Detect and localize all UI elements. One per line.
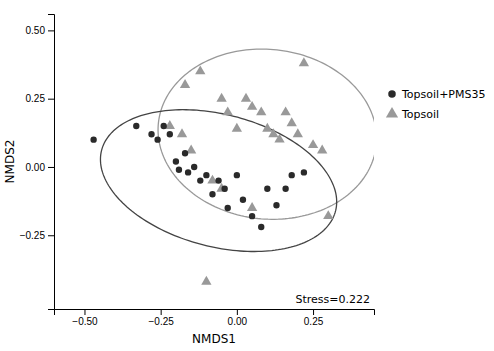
point (195, 65, 205, 74)
legend-label: Topsoil+PMS35 (401, 88, 485, 101)
tick-mark (84, 309, 85, 315)
point (323, 210, 333, 219)
point (249, 213, 255, 219)
tick-mark (313, 309, 314, 315)
point (232, 123, 242, 132)
point (282, 186, 288, 192)
point (268, 128, 278, 137)
tick-label: 0.00 (228, 316, 248, 327)
legend-item: Topsoil (386, 107, 439, 121)
tick: −0.25 (20, 230, 54, 241)
point (173, 158, 179, 164)
legend-label: Topsoil (401, 108, 439, 121)
tick-mark (48, 30, 54, 31)
tick: −0.50 (72, 309, 98, 327)
point (90, 136, 96, 142)
point (221, 186, 227, 192)
point (293, 128, 303, 137)
point (289, 172, 295, 178)
point (223, 106, 233, 115)
annotation: Stress=0.222 (295, 293, 370, 306)
tick-label: −0.25 (149, 316, 175, 327)
plot-area (90, 49, 374, 285)
point (167, 131, 173, 137)
y-axis-title: NMDS2 (3, 140, 17, 184)
point (299, 57, 309, 66)
tick: 0.25 (26, 93, 54, 104)
point (317, 145, 327, 154)
axis-line (48, 15, 55, 310)
point (154, 136, 160, 142)
tick-label: −0.25 (20, 230, 46, 241)
x-axis-title: NMDS1 (192, 332, 236, 346)
point (133, 123, 139, 129)
point (203, 172, 209, 178)
tick-label: 0.00 (26, 162, 46, 173)
tick: −0.25 (149, 309, 175, 327)
tick: 0.50 (26, 25, 54, 36)
point (182, 150, 188, 156)
ellipse (158, 49, 374, 219)
tick-mark (161, 309, 162, 315)
tick: 0.00 (228, 309, 248, 327)
y-axis: −0.25 0.00 0.25 0.50 (20, 15, 55, 310)
point (264, 186, 270, 192)
legend: Topsoil+PMS35 Topsoil (386, 88, 486, 121)
series (90, 123, 307, 230)
point (177, 128, 187, 137)
point (148, 131, 154, 137)
tick-mark (48, 235, 54, 236)
tick: 0.00 (26, 162, 54, 173)
chart: −0.50 −0.25 0.00 0.25 −0.25 0.00 0.25 0.50 NMDS1… (0, 0, 494, 351)
axis-line (55, 310, 375, 316)
point (262, 123, 272, 132)
x-axis: −0.50 −0.25 0.00 0.25 (55, 309, 375, 327)
tick-mark (48, 167, 54, 168)
legend-item: Topsoil+PMS35 (388, 88, 485, 101)
point (273, 202, 279, 208)
tick-label: 0.25 (26, 93, 46, 104)
point (180, 79, 190, 88)
tick-mark (48, 99, 54, 100)
point (191, 164, 197, 170)
point (216, 93, 226, 102)
legend-symbol (386, 107, 398, 118)
series (165, 57, 334, 284)
point (234, 172, 240, 178)
point (201, 276, 211, 285)
point (225, 205, 231, 211)
point (241, 93, 251, 102)
ellipse (100, 110, 336, 252)
point (247, 101, 257, 110)
point (274, 134, 284, 143)
point (176, 167, 182, 173)
point (197, 177, 203, 183)
point (287, 117, 297, 126)
tick: 0.25 (304, 309, 324, 327)
point (209, 191, 215, 197)
tick-label: 0.50 (26, 25, 46, 36)
point (258, 224, 264, 230)
point (308, 139, 318, 148)
point (247, 202, 257, 211)
point (161, 123, 167, 129)
point (240, 197, 246, 203)
legend-symbol (388, 90, 396, 98)
point (280, 106, 290, 115)
point (185, 169, 191, 175)
tick-label: −0.50 (72, 316, 98, 327)
point (215, 177, 221, 183)
point (301, 169, 307, 175)
tick-label: 0.25 (304, 316, 324, 327)
tick-mark (237, 309, 238, 315)
point (256, 106, 266, 115)
